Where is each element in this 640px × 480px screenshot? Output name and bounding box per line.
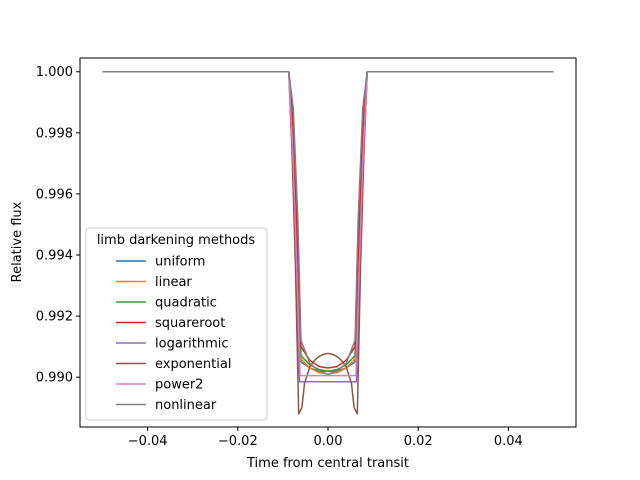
y-axis-title: Relative flux [10, 201, 25, 282]
series-layer [102, 71, 554, 415]
legend-label-uniform: uniform [155, 255, 205, 270]
series-line-squareroot [102, 71, 554, 369]
x-tick-label: 0.00 [314, 434, 343, 449]
y-tick-label: 0.996 [36, 187, 73, 202]
y-tick-label: 0.994 [36, 249, 73, 264]
x-tick-label: −0.04 [128, 434, 168, 449]
x-axis: −0.04 −0.02 0.00 0.02 0.04 [128, 427, 523, 449]
y-tick-label: 0.998 [36, 126, 73, 141]
legend-label-quadratic: quadratic [155, 296, 217, 311]
x-axis-title: Time from central transit [246, 456, 409, 471]
series-line-power2 [102, 71, 554, 377]
y-tick-label: 0.992 [36, 310, 73, 325]
legend-label-logarithmic: logarithmic [155, 337, 229, 352]
legend-title: limb darkening methods [97, 233, 256, 248]
series-line-exponential [102, 71, 554, 415]
x-tick-label: −0.02 [218, 434, 258, 449]
legend-label-exponential: exponential [155, 357, 231, 372]
legend-label-linear: linear [155, 275, 192, 290]
legend-label-squareroot: squareroot [155, 316, 225, 331]
legend: limb darkening methods uniform linear quad… [85, 227, 268, 421]
legend-box [85, 227, 268, 421]
series-line-nonlinear [102, 71, 554, 375]
legend-label-power2: power2 [155, 378, 203, 393]
x-tick-label: 0.02 [404, 434, 433, 449]
x-tick-label: 0.04 [494, 434, 523, 449]
y-axis: 0.990 0.992 0.994 0.996 0.998 1.000 [36, 65, 80, 386]
y-tick-label: 1.000 [36, 65, 73, 80]
legend-label-nonlinear: nonlinear [155, 398, 217, 413]
y-tick-label: 0.990 [36, 371, 73, 386]
